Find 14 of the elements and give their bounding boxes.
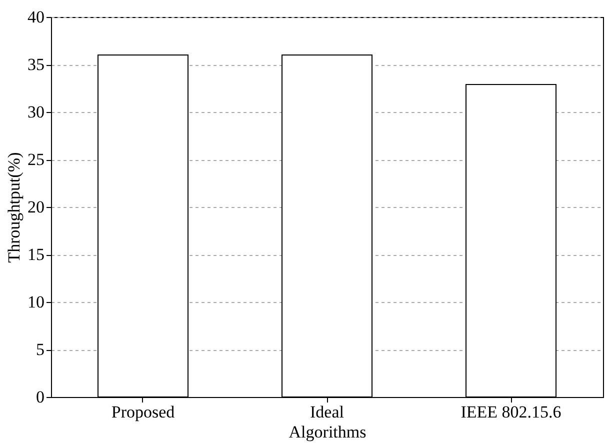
y-axis-title: Throughtput(%) xyxy=(4,152,24,263)
x-tick-label: Ideal xyxy=(310,402,344,422)
x-tick-label: IEEE 802.15.6 xyxy=(460,402,562,422)
y-tick-label: 20 xyxy=(28,198,44,216)
y-tick-label: 15 xyxy=(28,245,44,264)
y-tick-label: 30 xyxy=(28,102,44,122)
y-tick-label: 35 xyxy=(28,55,44,74)
y-tick-label: 10 xyxy=(28,292,44,312)
y-tick-label: 5 xyxy=(36,340,44,359)
y-tick-label: 0 xyxy=(36,388,44,406)
y-tick-label: 40 xyxy=(28,8,44,26)
y-tick-label: 25 xyxy=(28,150,44,169)
x-axis-title: Algorithms xyxy=(288,422,366,442)
x-tick-label: Proposed xyxy=(111,402,176,422)
